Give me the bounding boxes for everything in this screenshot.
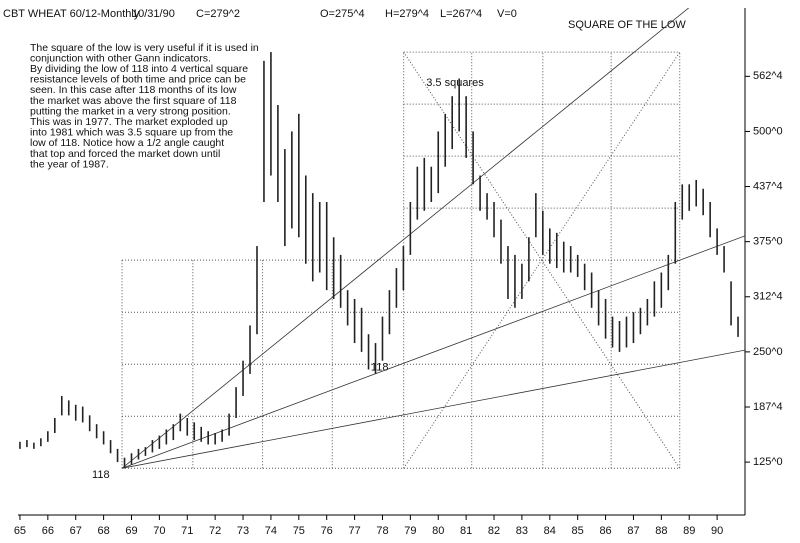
- y-tick-label: 187^4: [753, 401, 783, 413]
- x-tick-label: 86: [599, 525, 611, 537]
- x-tick-label: 87: [627, 525, 639, 537]
- header-text: L=267^4: [440, 8, 482, 20]
- gann-angle: [121, 235, 745, 469]
- x-tick-label: 66: [42, 525, 54, 537]
- x-tick-label: 85: [572, 525, 584, 537]
- x-tick-label: 76: [321, 525, 333, 537]
- header-text: CBT WHEAT 60/12-Monthly: [3, 8, 140, 20]
- x-tick-label: 70: [153, 525, 165, 537]
- note-line: low of 118. Notice how a 1/2 angle caugh…: [30, 137, 224, 149]
- note-line: resistance levels of both time and price…: [30, 74, 246, 86]
- header-text: C=279^2: [196, 8, 240, 20]
- x-tick-label: 84: [544, 525, 556, 537]
- note-line: conjunction with other Gann indicators.: [30, 52, 211, 64]
- x-tick-label: 78: [376, 525, 388, 537]
- x-tick-label: 80: [432, 525, 444, 537]
- square-diagonal: [403, 51, 681, 469]
- note-line: that top and forced the market down unti…: [30, 148, 220, 160]
- note-line: This was in 1977. The market exploded up: [30, 116, 228, 128]
- x-tick-label: 69: [125, 525, 137, 537]
- note-line: The square of the low is very useful if …: [30, 42, 259, 54]
- x-tick-label: 72: [209, 525, 221, 537]
- note-line: into 1981 which was 3.5 square up from t…: [30, 127, 233, 139]
- x-tick-label: 73: [237, 525, 249, 537]
- annotation: 118: [371, 362, 389, 374]
- x-tick-label: 90: [711, 525, 723, 537]
- note-line: By dividing the low of 118 into 4 vertic…: [30, 63, 248, 75]
- x-tick-label: 89: [683, 525, 695, 537]
- x-tick-label: 77: [348, 525, 360, 537]
- x-tick-label: 83: [516, 525, 528, 537]
- y-tick-label: 562^4: [753, 70, 783, 82]
- y-tick-label: 500^0: [753, 125, 783, 137]
- header-text: 10/31/90: [132, 8, 175, 20]
- y-tick-label: 375^0: [753, 236, 783, 248]
- y-tick-label: 312^4: [753, 291, 783, 303]
- header-text: O=275^4: [320, 8, 365, 20]
- chart-title: SQUARE OF THE LOW: [568, 19, 686, 31]
- x-tick-label: 88: [655, 525, 667, 537]
- note-line: putting the market in a very strong posi…: [30, 105, 231, 117]
- x-tick-label: 81: [460, 525, 472, 537]
- annotation: 118: [92, 469, 110, 481]
- header-text: V=0: [497, 8, 517, 20]
- x-tick-label: 74: [265, 525, 277, 537]
- x-tick-label: 75: [293, 525, 305, 537]
- y-tick-label: 437^4: [753, 180, 783, 192]
- header-text: H=279^4: [385, 8, 429, 20]
- gann-angle: [121, 8, 690, 469]
- x-tick-label: 82: [488, 525, 500, 537]
- x-tick-label: 71: [181, 525, 193, 537]
- x-tick-label: 79: [404, 525, 416, 537]
- note-line: the year of 1987.: [30, 158, 109, 170]
- annotation: 3.5 squares: [426, 77, 484, 89]
- note-line: seen. In this case after 118 months of i…: [30, 84, 237, 96]
- plot-area: [19, 8, 745, 469]
- x-tick-label: 67: [70, 525, 82, 537]
- y-tick-label: 250^0: [753, 346, 783, 358]
- gann-angle: [121, 349, 745, 469]
- x-tick-label: 65: [14, 525, 26, 537]
- x-tick-label: 68: [97, 525, 109, 537]
- y-tick-label: 125^0: [753, 456, 783, 468]
- note-line: the market was above the first square of…: [30, 95, 237, 107]
